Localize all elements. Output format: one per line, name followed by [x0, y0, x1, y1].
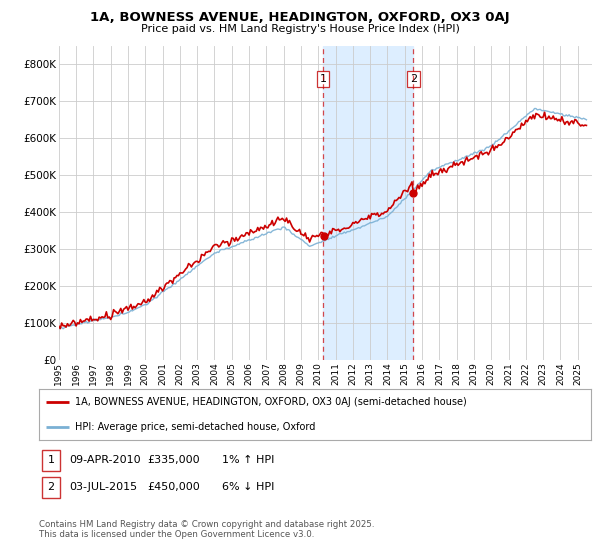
Text: HPI: Average price, semi-detached house, Oxford: HPI: Average price, semi-detached house,… [75, 422, 315, 432]
Text: 1A, BOWNESS AVENUE, HEADINGTON, OXFORD, OX3 0AJ (semi-detached house): 1A, BOWNESS AVENUE, HEADINGTON, OXFORD, … [75, 397, 467, 407]
Text: 1A, BOWNESS AVENUE, HEADINGTON, OXFORD, OX3 0AJ: 1A, BOWNESS AVENUE, HEADINGTON, OXFORD, … [90, 11, 510, 24]
Text: Price paid vs. HM Land Registry's House Price Index (HPI): Price paid vs. HM Land Registry's House … [140, 24, 460, 34]
Text: £335,000: £335,000 [147, 455, 200, 465]
Text: 03-JUL-2015: 03-JUL-2015 [69, 482, 137, 492]
Text: 1: 1 [47, 455, 55, 465]
Text: Contains HM Land Registry data © Crown copyright and database right 2025.
This d: Contains HM Land Registry data © Crown c… [39, 520, 374, 539]
Text: 2: 2 [47, 482, 55, 492]
Text: £450,000: £450,000 [147, 482, 200, 492]
Text: 09-APR-2010: 09-APR-2010 [69, 455, 140, 465]
Text: 2: 2 [410, 74, 417, 84]
Text: 6% ↓ HPI: 6% ↓ HPI [222, 482, 274, 492]
Bar [323, 46, 413, 360]
Text: 1% ↑ HPI: 1% ↑ HPI [222, 455, 274, 465]
Text: 1: 1 [319, 74, 326, 84]
